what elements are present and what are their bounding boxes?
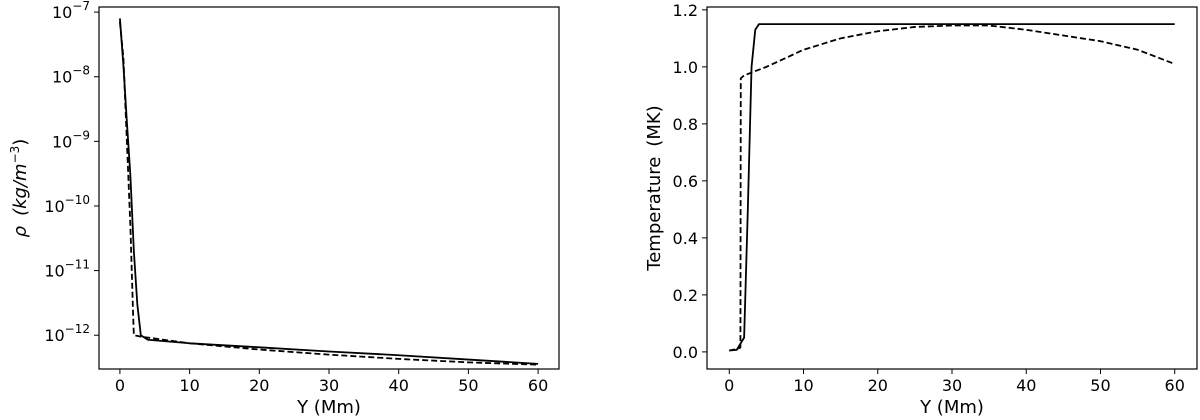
- density-y-units-close: ): [10, 139, 31, 146]
- density-y-axis-label: ρ (kg/m−3): [8, 139, 31, 238]
- density-y-tick-label: 10−8: [52, 64, 90, 87]
- density-series-group: [119, 18, 539, 366]
- temperature-chart: 0 10 20 30 40 50 60 0.0 0.2 0.4 0.6 0.8 1.0 1.2 Y (M…: [644, 1, 1198, 418]
- temperature-y-units: (MK): [644, 105, 665, 146]
- density-y-tick-label: 10−7: [52, 0, 90, 22]
- temperature-x-tick-label: 0: [724, 376, 734, 395]
- density-series-solid-line: [119, 18, 539, 365]
- temperature-y-ticks: 0.0 0.2 0.4 0.6 0.8 1.0 1.2: [673, 1, 707, 362]
- temperature-x-axis-label: Y (Mm): [919, 397, 984, 418]
- density-x-tick-label: 40: [389, 376, 409, 395]
- temperature-y-tick-label: 0.8: [673, 115, 698, 134]
- temperature-x-tick-label: 10: [793, 376, 813, 395]
- temperature-y-tick-label: 0.6: [673, 172, 698, 191]
- temperature-x-tick-label: 30: [942, 376, 962, 395]
- temperature-y-label-text: Temperature: [644, 157, 665, 272]
- temperature-series-solid-line: [729, 23, 1175, 352]
- density-y-units-exponent: −3: [8, 146, 22, 164]
- temperature-x-tick-label: 50: [1090, 376, 1110, 395]
- density-x-tick-label: 30: [319, 376, 339, 395]
- density-y-tick-label: 10−11: [44, 258, 90, 281]
- temperature-y-axis-label: Temperature (MK): [644, 105, 665, 271]
- density-chart: 0 10 20 30 40 50 60 10−7 10−8 10−9 10−10 10−11 10−1…: [8, 0, 560, 418]
- density-y-tick-label: 10−12: [44, 322, 90, 345]
- density-plot-frame: [98, 6, 560, 370]
- temperature-x-tick-label: 60: [1165, 376, 1185, 395]
- temperature-series-dashed-line: [729, 24, 1176, 352]
- density-x-tick-label: 50: [458, 376, 478, 395]
- density-x-axis-label: Y (Mm): [296, 397, 361, 418]
- temperature-y-tick-label: 0.0: [673, 343, 698, 362]
- temperature-y-tick-label: 1.0: [673, 58, 698, 77]
- density-y-symbol: ρ: [10, 225, 31, 237]
- density-x-ticks: 0 10 20 30 40 50 60: [115, 369, 548, 395]
- temperature-y-tick-label: 0.4: [673, 229, 698, 248]
- density-x-tick-label: 10: [179, 376, 199, 395]
- density-y-tick-label: 10−10: [44, 193, 90, 216]
- temperature-x-tick-label: 40: [1016, 376, 1036, 395]
- temperature-x-ticks: 0 10 20 30 40 50 60: [724, 369, 1185, 395]
- temperature-y-tick-label: 1.2: [673, 1, 698, 20]
- temperature-series-group: [729, 23, 1176, 352]
- temperature-x-tick-label: 20: [868, 376, 888, 395]
- density-x-tick-label: 20: [249, 376, 269, 395]
- density-y-units: (kg/m: [10, 163, 31, 215]
- density-series-dashed-line: [119, 22, 539, 366]
- temperature-y-tick-label: 0.2: [673, 286, 698, 305]
- density-y-tick-label: 10−9: [52, 128, 90, 151]
- density-x-tick-label: 60: [528, 376, 548, 395]
- density-x-tick-label: 0: [115, 376, 125, 395]
- density-y-ticks: 10−7 10−8 10−9 10−10 10−11 10−12: [44, 0, 99, 345]
